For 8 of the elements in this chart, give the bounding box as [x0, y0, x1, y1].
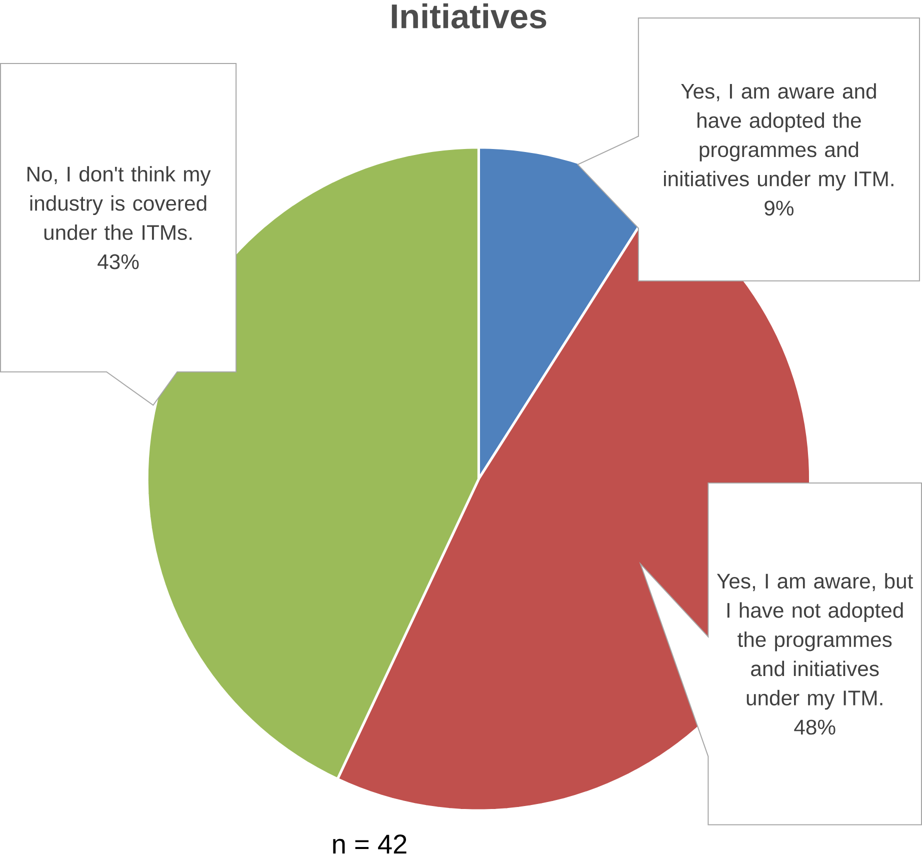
slice-label: No, I don't think my industry is covered under the ITMs.	[27, 166, 211, 240]
data-label: 9%	[764, 200, 794, 216]
chart-title: Initiatives	[392, 3, 546, 29]
slice-label: Yes, I am aware and have adopted the programmes and initiatives under my ITM.	[664, 83, 894, 191]
slice-label: Yes, I am aware, but I have not adopted the programmes and initiatives under my ITM.	[716, 573, 914, 710]
data-label: 48%	[794, 720, 836, 735]
text: n = 42	[333, 834, 406, 854]
data-label: 43%	[98, 254, 139, 270]
